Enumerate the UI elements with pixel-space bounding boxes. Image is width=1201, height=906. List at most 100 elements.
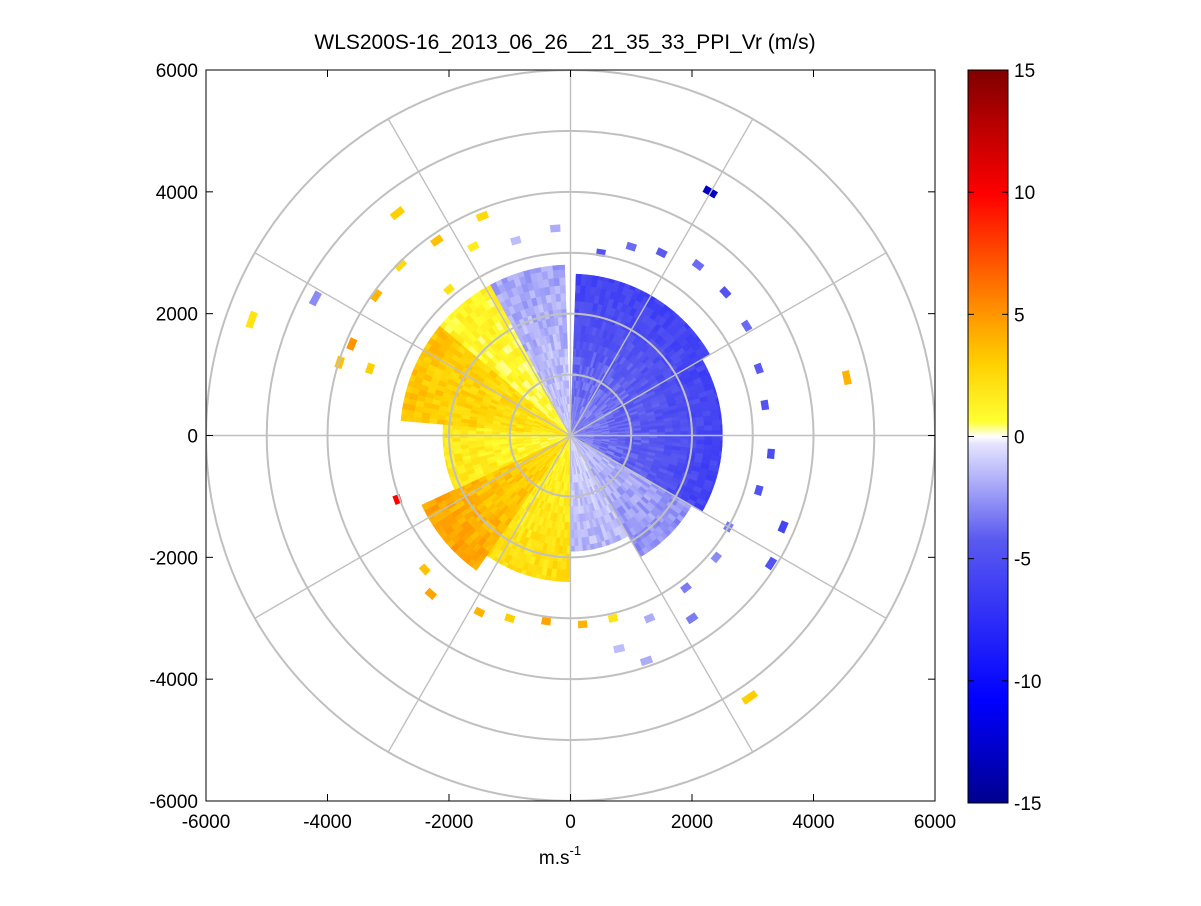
gate-cell (443, 447, 445, 452)
gate-cell (576, 274, 582, 277)
gate-cell (568, 396, 570, 404)
gate-cell (587, 275, 593, 279)
gate-cell (567, 388, 569, 396)
gate-cell (535, 268, 542, 273)
gate-cell (452, 437, 460, 441)
gate-cell (720, 425, 722, 430)
gate-cell (567, 380, 569, 388)
y-tick-label: 2000 (156, 305, 198, 326)
gate-cell (592, 276, 598, 280)
gate-cell (697, 436, 705, 441)
gate-cell (476, 437, 484, 440)
gate-cell (704, 421, 712, 427)
gate-cell (545, 576, 551, 580)
gate-cell (554, 278, 560, 286)
gate-cell (720, 436, 722, 441)
gate-cell (401, 415, 406, 421)
gate-cell (566, 372, 568, 380)
gate-cell (697, 426, 705, 431)
gate-cell (559, 269, 565, 277)
gate-cell (566, 364, 569, 372)
gate-cell (484, 437, 492, 440)
gate-cell (565, 578, 570, 582)
gate-cell (402, 403, 407, 410)
gate-cell (565, 356, 568, 364)
y-tick-label: -6000 (149, 792, 198, 813)
gate-cell (574, 522, 578, 530)
gate-cell (555, 577, 560, 581)
colorbar-tick-label: 5 (1014, 305, 1025, 326)
gate-cell (541, 267, 547, 272)
y-tick-label: 4000 (156, 183, 198, 204)
gate-cell (704, 426, 712, 431)
gate-cell (574, 530, 578, 538)
gate-cell (555, 285, 561, 293)
gate-cell (553, 270, 559, 278)
x-tick-label: -2000 (425, 812, 474, 833)
scatter-cell (578, 620, 588, 628)
gate-cell (443, 429, 444, 433)
gate-cell (720, 430, 722, 435)
gate-cell (704, 440, 712, 445)
gate-cell (696, 421, 704, 426)
gate-cell (713, 430, 721, 435)
gate-cell (575, 285, 581, 293)
gate-cell (564, 348, 567, 356)
gate-cell (720, 446, 722, 451)
gate-cell (568, 404, 569, 412)
scatter-cell (541, 617, 551, 625)
gate-cell (673, 428, 681, 432)
gate-cell (402, 409, 407, 415)
x-tick-label: 0 (565, 812, 576, 833)
gate-cell (460, 437, 468, 441)
gate-cell (719, 414, 721, 419)
gate-cell (582, 274, 588, 278)
x-tick-label: 4000 (792, 812, 834, 833)
colorbar-tick-label: 15 (1014, 61, 1035, 82)
scatter-cell (767, 449, 775, 459)
gate-cell (566, 570, 571, 578)
gate-cell (443, 424, 445, 429)
gate-cell (665, 428, 673, 432)
colorbar-tick-label: 10 (1014, 183, 1035, 204)
gate-cell (713, 436, 721, 441)
gate-cell (561, 301, 566, 309)
gate-cell (468, 437, 476, 441)
colorbar-tick-label: -5 (1014, 550, 1031, 571)
colorbar-tick-label: 0 (1014, 428, 1025, 449)
gate-cell (550, 577, 555, 581)
gate-cell (452, 441, 460, 446)
gate-cell (556, 293, 561, 301)
gate-cell (492, 437, 500, 440)
y-tick-label: -2000 (149, 548, 198, 569)
gate-cell (556, 301, 561, 309)
gate-cell (574, 546, 578, 551)
gate-cell (560, 285, 566, 293)
x-tick-label: 2000 (671, 812, 713, 833)
gate-cell (657, 429, 665, 433)
chart-title: WLS200S-16_2013_06_26__21_35_33_PPI_Vr (… (314, 31, 815, 54)
gate-cell (574, 538, 578, 546)
gate-cell (681, 427, 689, 431)
gate-cell (443, 438, 444, 442)
gate-cell (576, 277, 582, 285)
x-tick-label: 6000 (914, 812, 956, 833)
gate-cell (705, 436, 713, 441)
gate-cell (575, 293, 580, 301)
gate-cell (720, 420, 722, 425)
scatter-cell (761, 400, 770, 411)
gate-cell (561, 293, 566, 301)
gate-cell (444, 451, 446, 456)
gate-cell (712, 420, 720, 426)
colorbar-tick-label: -15 (1014, 794, 1041, 815)
x-axis-label: m.s-1 (539, 843, 581, 869)
gate-cell (564, 341, 568, 349)
gate-cell (705, 431, 713, 436)
gate-cell (578, 546, 582, 551)
x-tick-label: -6000 (182, 812, 231, 833)
gate-cell (560, 578, 565, 582)
gate-cell (697, 431, 705, 436)
gate-cell (553, 265, 559, 270)
